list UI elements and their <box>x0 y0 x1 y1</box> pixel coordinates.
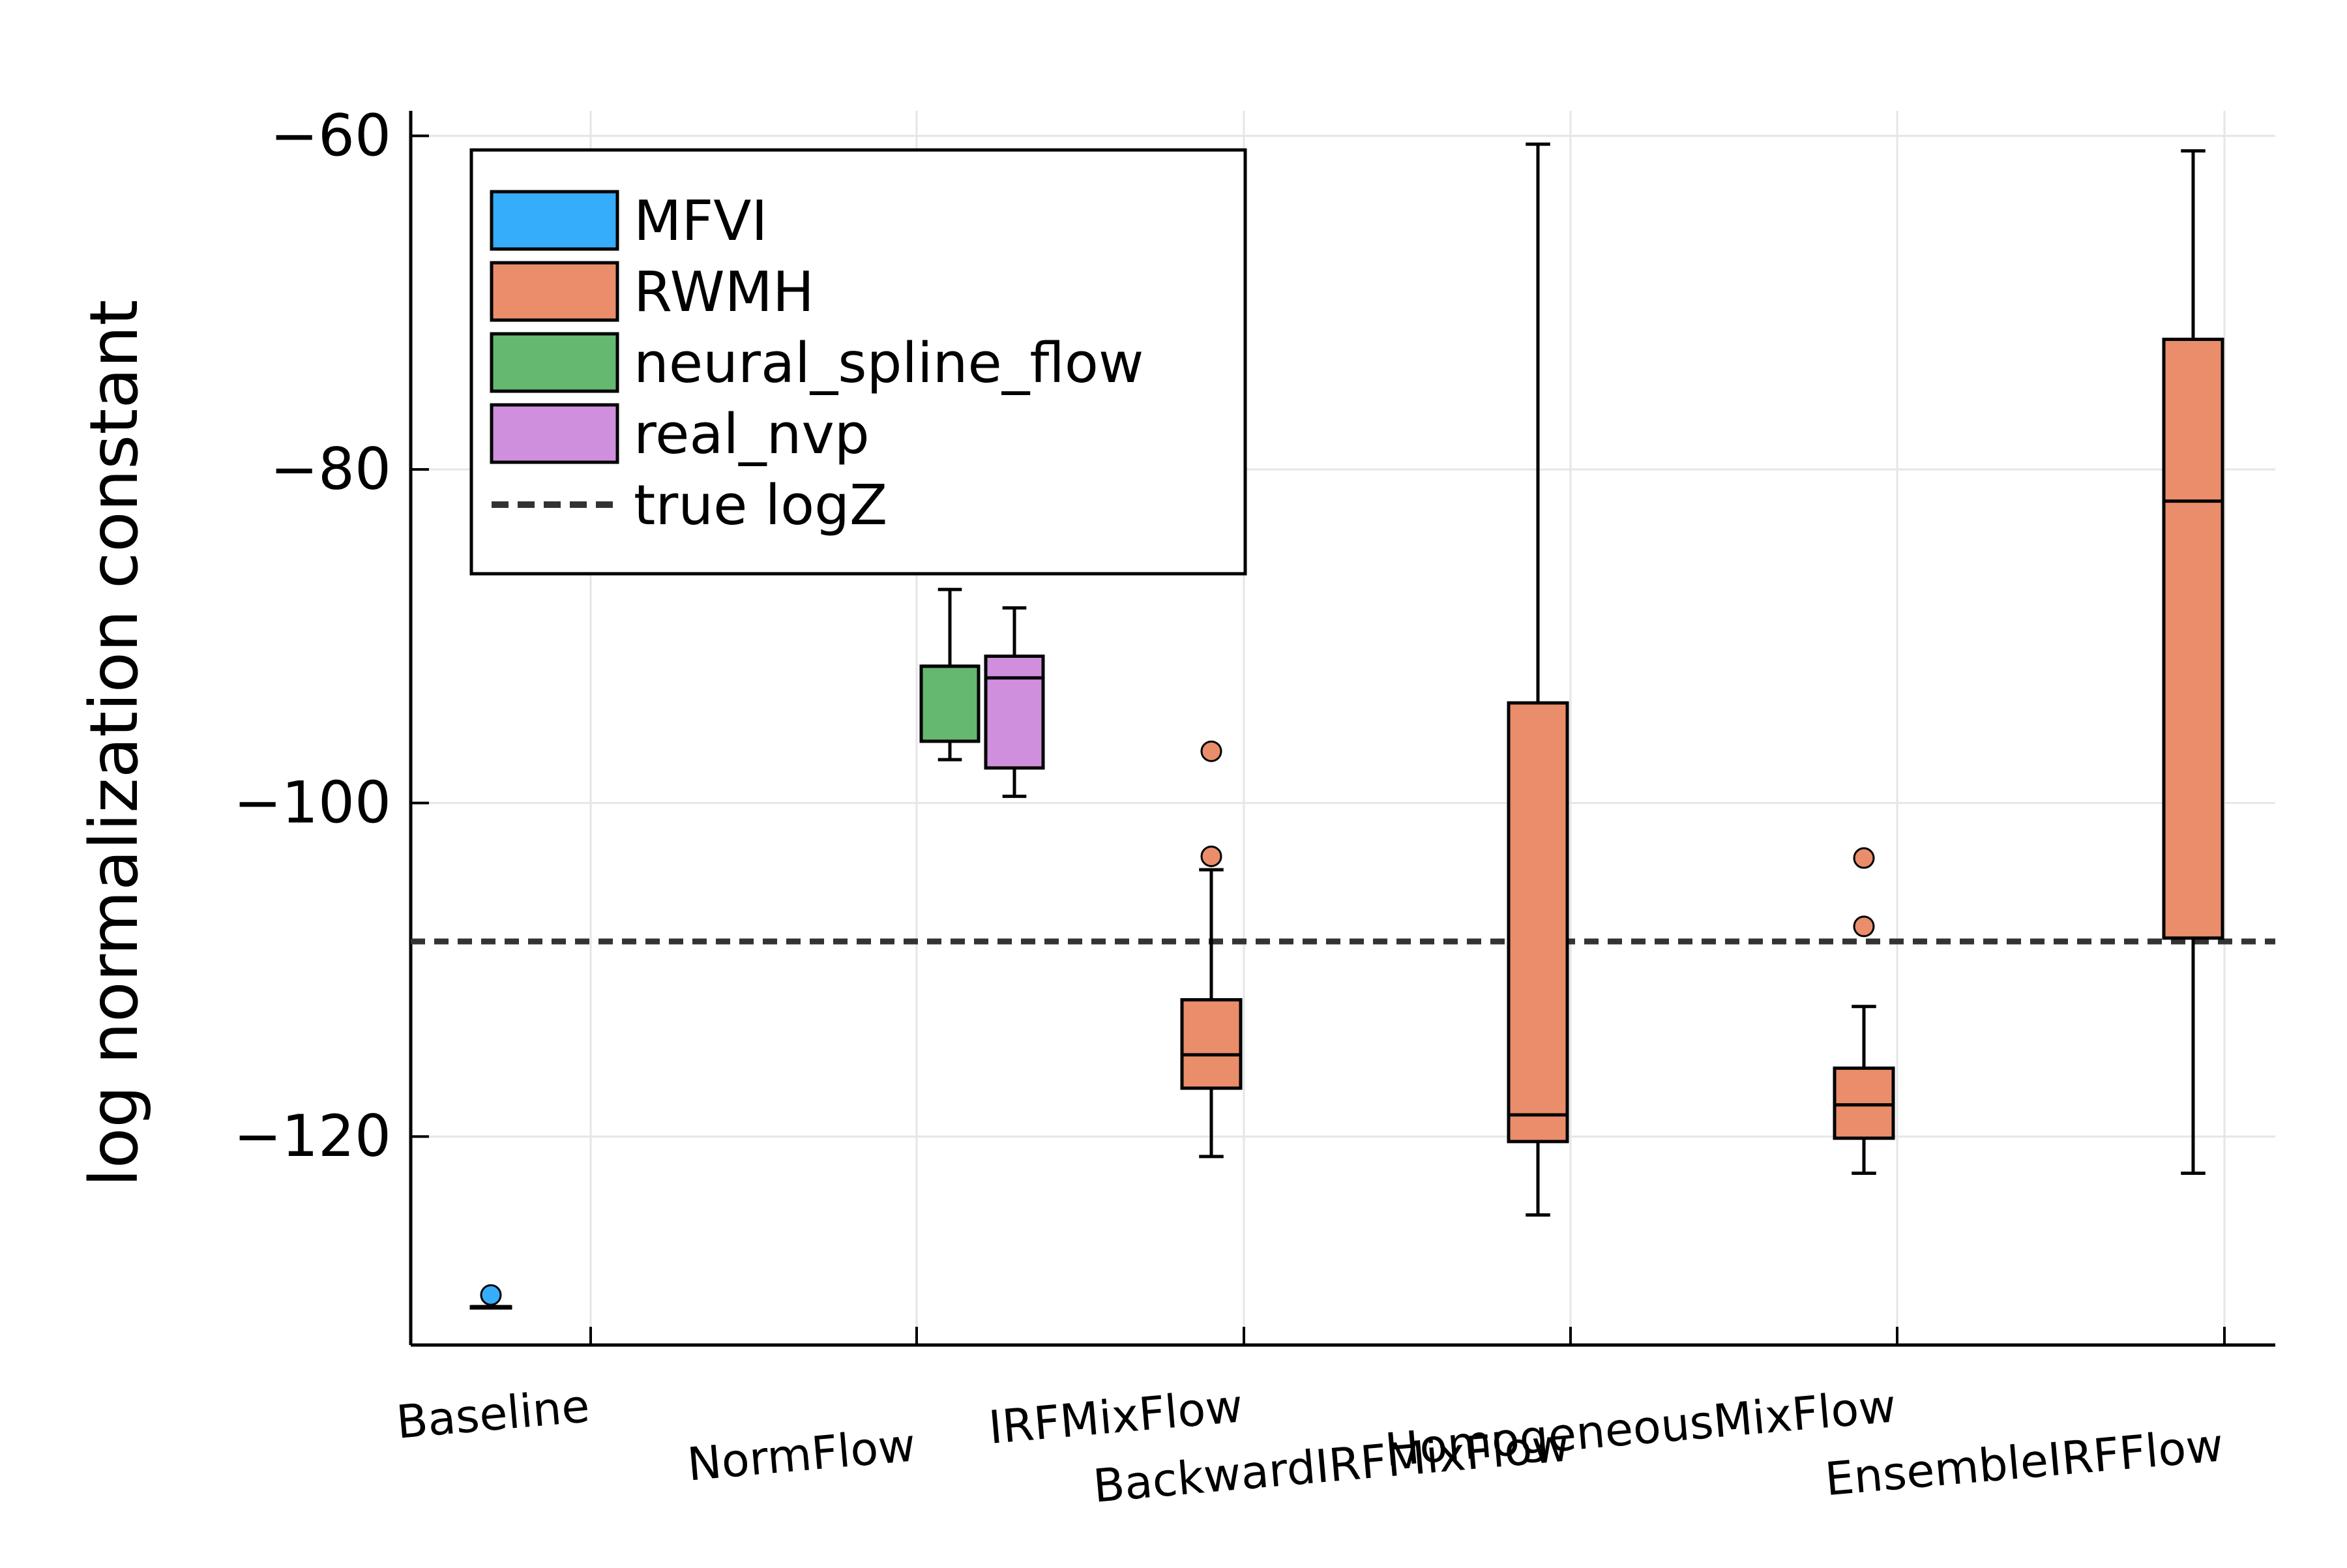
neural-spline-flow-iqr-rect <box>919 664 981 743</box>
real-nvp-box <box>984 606 1045 798</box>
rwmh-outlier-point <box>1853 847 1875 869</box>
x-tick-label: NormFlow <box>685 1418 918 1491</box>
x-tick-label: IRFMixFlow <box>986 1379 1245 1455</box>
rwmh-outlier-point <box>1200 845 1222 867</box>
rwmh-box <box>1833 847 1895 1176</box>
y-axis-label: log normalization constant <box>76 300 153 1187</box>
rwmh-outlier-point <box>1200 740 1222 762</box>
legend-swatch-rwmh <box>490 261 619 322</box>
mfvi-outlier-point <box>480 1284 502 1306</box>
legend-swatch-neural-spline-flow <box>490 332 619 393</box>
y-tick-label: −60 <box>270 102 391 169</box>
y-tick-label: −100 <box>233 769 391 836</box>
legend-label-real-nvp: real_nvp <box>634 402 870 467</box>
legend-swatch-real-nvp <box>490 403 619 464</box>
legend-label-rwmh: RWMH <box>634 260 814 325</box>
rwmh-iqr-rect <box>1507 701 1569 1144</box>
rwmh-iqr-rect <box>2162 337 2224 940</box>
rwmh-outlier-point <box>1853 915 1875 938</box>
x-tick-label: Baseline <box>394 1379 592 1449</box>
rwmh-box <box>2162 149 2224 1176</box>
rwmh-iqr-rect <box>1180 998 1243 1090</box>
box-layer <box>469 142 2224 1310</box>
rwmh-box <box>1180 740 1243 1159</box>
y-tick-label: −120 <box>233 1102 391 1170</box>
rwmh-iqr-rect <box>1833 1066 1895 1140</box>
x-tick-label: HomogeneousMixFlow <box>1383 1379 1898 1477</box>
rwmh-box <box>1507 142 1569 1217</box>
legend-label-mfvi: MFVI <box>634 189 767 254</box>
legend-swatch-mfvi <box>490 190 619 251</box>
real-nvp-iqr-rect <box>984 655 1045 770</box>
legend-label-true-logz: true logZ <box>634 473 887 538</box>
legend-label-neural-spline-flow: neural_spline_flow <box>634 331 1144 396</box>
y-tick-label: −80 <box>270 436 391 503</box>
neural-spline-flow-box <box>919 587 981 762</box>
mfvi-box <box>469 1284 512 1310</box>
